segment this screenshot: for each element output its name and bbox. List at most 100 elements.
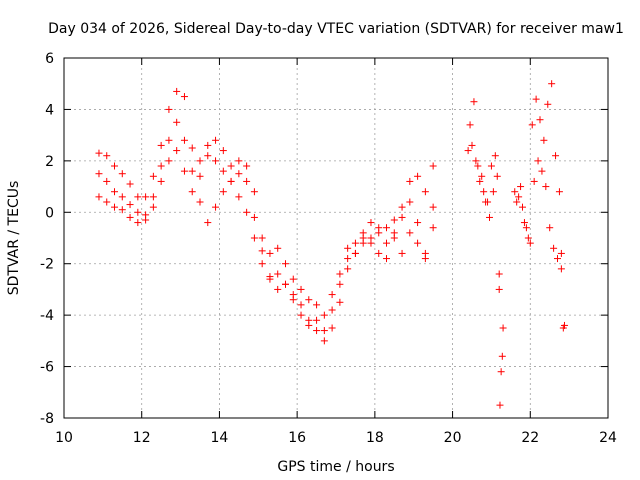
data-point-track-a (297, 301, 305, 309)
data-point-track-a (173, 87, 181, 95)
y-axis-label: SDTVAR / TECUs (6, 181, 22, 296)
data-point-track-b (305, 321, 313, 329)
data-point-track-a (134, 193, 142, 201)
data-point-track-b (196, 172, 204, 180)
data-point-track-a (157, 141, 165, 149)
data-point-track-c (313, 301, 321, 309)
data-point-track-a (313, 327, 321, 335)
data-point-track-a (320, 337, 328, 345)
data-point-track-c (180, 167, 188, 175)
data-point-track-a (414, 172, 422, 180)
chart-title: Day 034 of 2026, Sidereal Day-to-day VTE… (48, 21, 624, 37)
data-point-track-e (478, 172, 486, 180)
data-point-track-d (499, 324, 507, 332)
data-point-track-d (546, 224, 554, 232)
data-point-track-e (493, 172, 501, 180)
data-point-track-c (359, 229, 367, 237)
data-point-track-a (421, 188, 429, 196)
data-point-track-a (406, 177, 414, 185)
data-point-track-e (474, 162, 482, 170)
data-point-track-a (165, 105, 173, 113)
data-point-track-c (305, 296, 313, 304)
y-tick-label: 2 (45, 154, 54, 170)
plot-frame (63, 57, 609, 419)
y-tick-label: -6 (40, 360, 54, 376)
y-tick-label: -8 (40, 411, 54, 427)
data-point-track-e (513, 198, 521, 206)
data-point-track-c (204, 219, 212, 227)
data-point-track-c (250, 234, 258, 242)
data-point-track-d (480, 188, 488, 196)
data-point-track-b (258, 247, 266, 255)
x-tick-label: 18 (366, 430, 384, 446)
data-point-track-d (522, 224, 530, 232)
data-point-track-e (544, 100, 552, 108)
data-point-track-c (227, 177, 235, 185)
data-point-track-e (496, 401, 504, 409)
x-tick-label: 12 (133, 430, 151, 446)
data-point-track-e (557, 249, 565, 257)
data-point-track-a (95, 149, 103, 157)
data-point-track-c (266, 249, 274, 257)
data-point-track-e (482, 198, 490, 206)
data-point-track-a (383, 224, 391, 232)
data-point-track-a (274, 285, 282, 293)
data-point-track-d (468, 141, 476, 149)
data-point-track-c (157, 177, 165, 185)
data-point-track-a (336, 298, 344, 306)
data-point-track-b (383, 239, 391, 247)
data-point-track-e (560, 321, 568, 329)
data-point-track-d (497, 368, 505, 376)
data-point-track-b (111, 188, 119, 196)
data-point-track-b (351, 239, 359, 247)
data-point-track-d (538, 167, 546, 175)
data-point-track-e (470, 98, 478, 106)
data-point-track-a (344, 265, 352, 273)
data-point-track-b (219, 167, 227, 175)
data-point-track-c (398, 249, 406, 257)
data-point-track-a (188, 144, 196, 152)
data-point-track-d (557, 265, 565, 273)
data-point-track-b (250, 213, 258, 221)
data-point-track-a (212, 136, 220, 144)
data-point-track-e (528, 121, 536, 129)
data-point-track-a (111, 162, 119, 170)
data-point-track-e (548, 80, 556, 88)
data-point-track-e (517, 183, 525, 191)
data-point-track-b (149, 193, 157, 201)
data-point-track-c (274, 244, 282, 252)
data-point-track-a (103, 152, 111, 160)
data-point-track-c (188, 188, 196, 196)
data-point-track-e (520, 219, 528, 227)
data-point-track-b (165, 136, 173, 144)
data-point-track-b (157, 162, 165, 170)
data-point-track-c (429, 224, 437, 232)
data-point-track-e (532, 95, 540, 103)
data-point-track-e (555, 188, 563, 196)
data-point-track-b (173, 118, 181, 126)
data-point-track-a (243, 162, 251, 170)
data-point-track-a (219, 147, 227, 155)
x-tick-label: 14 (211, 430, 229, 446)
data-point-track-c (95, 193, 103, 201)
data-point-track-c (103, 198, 111, 206)
data-point-track-d (526, 239, 534, 247)
data-point-track-b (235, 170, 243, 178)
data-point-track-e (552, 152, 560, 160)
data-points (95, 80, 568, 409)
data-point-track-e (489, 188, 497, 196)
data-point-track-c (126, 213, 134, 221)
data-point-track-b (289, 296, 297, 304)
data-point-track-d (553, 255, 561, 263)
data-point-track-a (235, 157, 243, 165)
data-point-track-a (126, 180, 134, 188)
data-point-track-b (212, 157, 220, 165)
data-point-track-b (414, 219, 422, 227)
data-point-track-b (95, 170, 103, 178)
data-point-track-a (390, 216, 398, 224)
data-point-track-b (344, 255, 352, 263)
data-point-track-c (406, 229, 414, 237)
data-point-track-b (328, 306, 336, 314)
data-point-track-c (258, 260, 266, 268)
